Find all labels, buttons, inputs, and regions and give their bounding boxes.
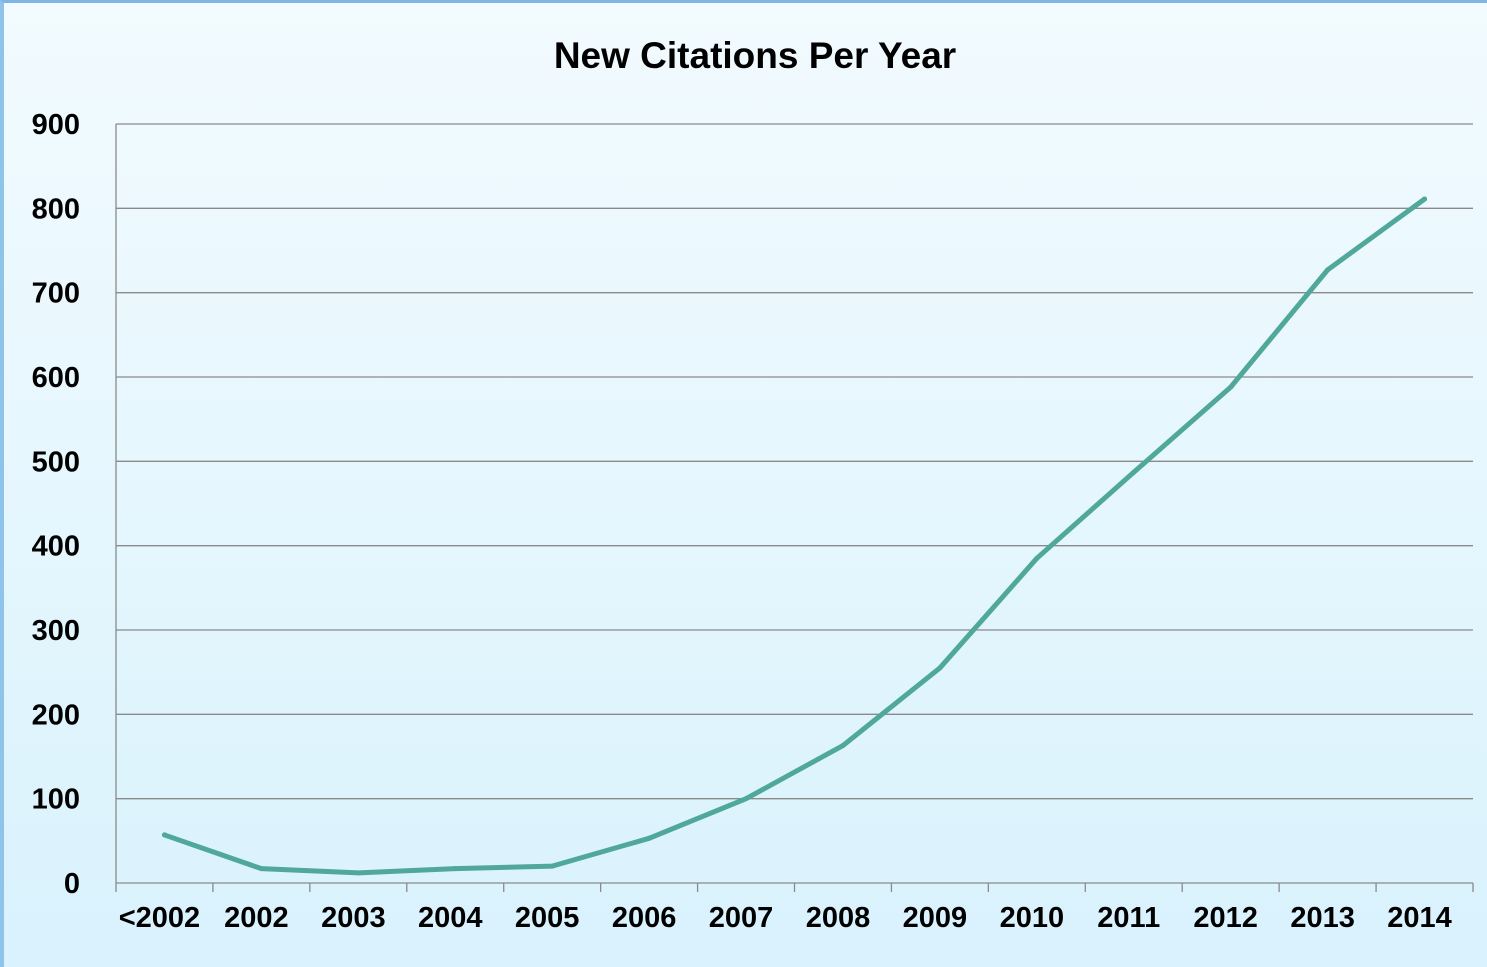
data-point-<2002	[161, 832, 167, 838]
x-tick-label: 2003	[321, 902, 386, 934]
x-tick-label: 2004	[418, 902, 483, 934]
y-tick-labels: 0 100 200 300 400 500 600 700 800 900	[32, 109, 80, 900]
x-tick-label: 2010	[1000, 902, 1065, 934]
series-layer	[161, 196, 1428, 876]
x-tick-label: 2009	[903, 902, 968, 934]
data-point-2012	[1228, 384, 1234, 390]
y-tick-label: 800	[32, 193, 80, 225]
series-line	[161, 196, 1428, 876]
x-tick-label: 2012	[1193, 902, 1258, 934]
y-tick-label: 100	[32, 784, 80, 816]
x-tick-label: 2007	[709, 902, 774, 934]
y-tick-label: 200	[32, 699, 80, 731]
data-point-2002	[258, 866, 264, 872]
x-tick-label: 2011	[1097, 902, 1160, 934]
y-tick-label: 500	[32, 446, 80, 478]
y-tick-label: 700	[32, 278, 80, 310]
x-tick-label: 2006	[612, 902, 677, 934]
y-tick-label: 900	[32, 109, 80, 141]
data-point-2006	[646, 835, 652, 841]
x-tick-label: 2014	[1387, 902, 1452, 934]
x-tick-label: 2002	[224, 902, 289, 934]
data-point-2010	[1034, 555, 1040, 561]
data-point-2014	[1422, 196, 1428, 202]
y-tick-label: 0	[64, 868, 80, 900]
data-point-2011	[1131, 469, 1137, 475]
data-point-2009	[937, 665, 943, 671]
data-point-2005	[549, 863, 555, 869]
data-point-2008	[840, 743, 846, 749]
axes	[115, 124, 1474, 892]
x-tick-label: 2013	[1290, 902, 1355, 934]
data-point-2007	[743, 796, 749, 802]
gridlines	[116, 123, 1473, 800]
chart-title: New Citations Per Year	[554, 35, 956, 76]
data-point-2003	[355, 870, 361, 876]
x-tick-labels: <2002 2002 2003 2004 2005 2006 2007 2008 2009 201…	[119, 902, 1452, 934]
data-point-2013	[1325, 267, 1331, 273]
y-tick-label: 300	[32, 615, 80, 647]
x-tick-label: 2008	[806, 902, 871, 934]
data-point-2004	[452, 866, 458, 872]
x-tick-label: 2005	[515, 902, 580, 934]
x-tick-label: <2002	[119, 902, 200, 934]
y-tick-label: 600	[32, 362, 80, 394]
y-tick-label: 400	[32, 531, 80, 563]
